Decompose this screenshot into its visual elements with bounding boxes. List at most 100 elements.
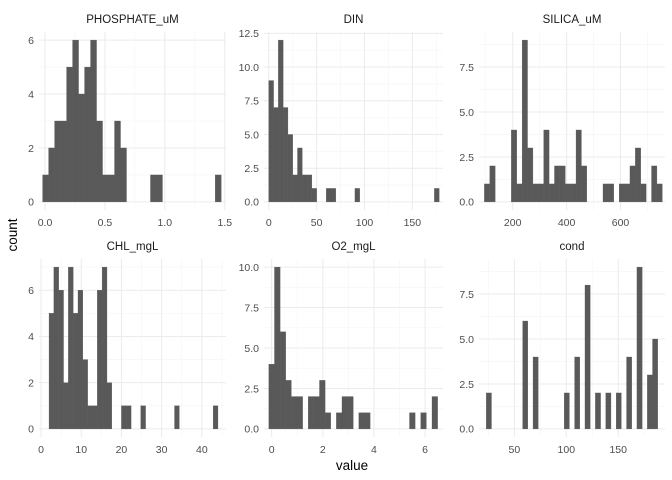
x-tick-label: 0.5 — [98, 217, 113, 229]
histogram-bar — [101, 266, 108, 430]
y-tick-label: 0.0 — [244, 424, 259, 436]
histogram-bar — [347, 396, 354, 430]
y-tick-label: 7.5 — [459, 289, 474, 301]
y-tick-label: 4 — [28, 89, 34, 101]
histogram-bar — [420, 412, 427, 430]
histogram-bar — [212, 405, 219, 430]
histogram-bar — [84, 66, 91, 203]
x-tick-label: 0.0 — [38, 217, 53, 229]
y-tick-label: 10.0 — [239, 262, 260, 274]
facet-strip-title: CHL_mgL — [107, 241, 159, 253]
histogram-bar — [296, 396, 303, 430]
histogram-bar — [651, 165, 658, 203]
histogram-bar — [559, 165, 566, 203]
histogram-bar — [364, 412, 371, 430]
y-tick-label: 2.5 — [244, 163, 259, 175]
histogram-bar — [595, 392, 601, 430]
histogram-bar — [268, 80, 274, 203]
facet-panel: 200 400 600 0.0 2.5 5.0 7.5 SILICA_uM — [459, 14, 665, 229]
histogram-bar — [564, 392, 570, 430]
histogram-bar — [120, 147, 127, 203]
histogram-bar — [647, 374, 653, 430]
y-axis-title: count — [5, 218, 20, 251]
facet-strip-title: DIN — [344, 14, 364, 26]
histogram-bar — [434, 188, 440, 203]
histogram-bar — [636, 266, 643, 430]
x-tick-label: 0 — [38, 444, 44, 456]
y-tick-label: 4 — [28, 331, 34, 343]
facet-strip-title: cond — [560, 241, 585, 253]
histogram-bar — [292, 174, 298, 203]
histogram-bar — [511, 129, 517, 203]
y-tick-label: 0.0 — [459, 424, 474, 436]
facet-panel: 0.0 0.5 1.0 1.5 0 2 4 6 PHOSPHATE_uM — [28, 14, 232, 229]
y-tick-label: 2.5 — [244, 383, 259, 395]
histogram-bar — [336, 412, 343, 430]
histogram-bar — [538, 183, 544, 203]
histogram-bar — [584, 284, 591, 430]
panel-background — [479, 259, 665, 437]
histogram-bar — [431, 396, 438, 430]
histogram-bar — [156, 174, 163, 203]
histogram-bar — [522, 320, 528, 430]
histogram-bar — [330, 188, 336, 203]
histogram-bar — [53, 266, 59, 430]
x-tick-label: 50 — [311, 217, 323, 229]
histogram-bar — [63, 382, 69, 430]
histogram-bar — [313, 396, 320, 430]
y-tick-label: 7.5 — [244, 302, 259, 314]
y-tick-label: 6 — [28, 285, 34, 297]
y-tick-label: 5.0 — [244, 343, 259, 355]
x-tick-label: 0 — [269, 444, 275, 456]
y-tick-label: 7.5 — [459, 62, 474, 74]
facet-panel: 0 10 20 30 40 0 2 4 6 CHL_mgL — [28, 241, 226, 456]
histogram-bar — [605, 392, 612, 430]
histogram-bar — [548, 183, 555, 203]
x-tick-label: 6 — [422, 444, 428, 456]
x-tick-label: 10 — [75, 444, 87, 456]
facet-strip-title: O2_mgL — [331, 241, 376, 253]
histogram-bar — [92, 405, 98, 430]
histogram-bar — [287, 134, 293, 203]
y-tick-label: 0 — [28, 197, 34, 209]
histogram-bar — [358, 412, 365, 430]
histogram-bar — [78, 93, 85, 203]
x-tick-label: 100 — [356, 217, 374, 229]
histogram-bar — [126, 405, 132, 430]
histogram-bar — [273, 107, 279, 203]
histogram-bar — [532, 356, 539, 430]
histogram-bar — [532, 183, 539, 203]
histogram-bar — [554, 165, 561, 203]
y-tick-label: 2 — [28, 143, 34, 155]
histogram-bar — [527, 147, 534, 203]
histogram-bar — [96, 120, 103, 203]
facet-strip-title: SILICA_uM — [543, 14, 602, 26]
histogram-bar — [341, 396, 348, 430]
x-tick-label: 4 — [371, 444, 377, 456]
x-tick-label: 1.0 — [158, 217, 173, 229]
x-tick-label: 600 — [612, 217, 630, 229]
histogram-bar — [575, 129, 582, 203]
histogram-bar — [521, 39, 528, 203]
y-tick-label: 5.0 — [459, 334, 474, 346]
histogram-bar — [297, 147, 303, 203]
y-tick-label: 0.0 — [459, 197, 474, 209]
facet-strip-title: PHOSPHATE_uM — [86, 14, 178, 26]
histogram-bar — [619, 183, 625, 203]
histogram-bar — [565, 183, 571, 203]
x-axis-title: value — [336, 458, 368, 473]
x-tick-label: 0 — [266, 217, 272, 229]
histogram-bar — [635, 147, 641, 203]
histogram-bar — [319, 380, 326, 430]
y-tick-label: 2 — [28, 377, 34, 389]
histogram-bar — [570, 183, 577, 203]
facet-panel: 0 50 100 150 0.0 2.5 5.0 7.5 10.0 12.5 DIN — [239, 14, 443, 229]
histogram-bar — [72, 39, 79, 203]
histogram-bar — [102, 174, 109, 203]
histogram-bar — [602, 183, 609, 203]
facet-panel: 0 2 4 6 0.0 2.5 5.0 7.5 10.0 O2_mgL — [239, 241, 443, 456]
histogram-bar — [90, 39, 97, 203]
y-tick-label: 7.5 — [244, 96, 259, 108]
histogram-bar — [629, 165, 636, 203]
